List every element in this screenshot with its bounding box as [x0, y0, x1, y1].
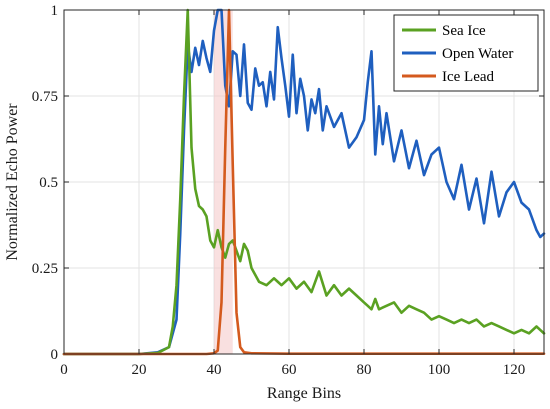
x-tick-label-40: 40: [207, 362, 222, 378]
legend-entry-open-water: Open Water: [402, 46, 513, 62]
legend-entry-ice-lead: Ice Lead: [402, 69, 495, 85]
axis-ticks: 0 20 40 60 80 100 120 0 0.25 0.5 0.75 1: [32, 3, 544, 378]
series-line-open-water: [62, 8, 546, 356]
legend-label-ice-lead: Ice Lead: [442, 69, 495, 85]
y-tick-label-0.25: 0.25: [32, 261, 58, 277]
x-tick-label-0: 0: [60, 362, 68, 378]
x-tick-label-80: 80: [357, 362, 372, 378]
x-tick-label-100: 100: [428, 362, 451, 378]
y-axis-label: Normalized Echo Power: [4, 103, 21, 261]
x-axis-label: Range Bins: [267, 385, 341, 402]
y-tick-label-1: 1: [51, 3, 59, 19]
legend-label-sea-ice: Sea Ice: [442, 23, 486, 39]
y-tick-label-0.5: 0.5: [39, 175, 58, 191]
series-line-sea-ice: [62, 8, 546, 356]
y-tick-label-0.75: 0.75: [32, 89, 58, 105]
legend-label-open-water: Open Water: [442, 46, 513, 62]
x-tick-label-60: 60: [282, 362, 297, 378]
y-tick-label-0: 0: [51, 347, 59, 363]
x-tick-label-120: 120: [503, 362, 526, 378]
x-tick-label-20: 20: [132, 362, 147, 378]
legend: Sea Ice Open Water Ice Lead: [393, 14, 539, 92]
legend-entry-sea-ice: Sea Ice: [402, 23, 486, 39]
